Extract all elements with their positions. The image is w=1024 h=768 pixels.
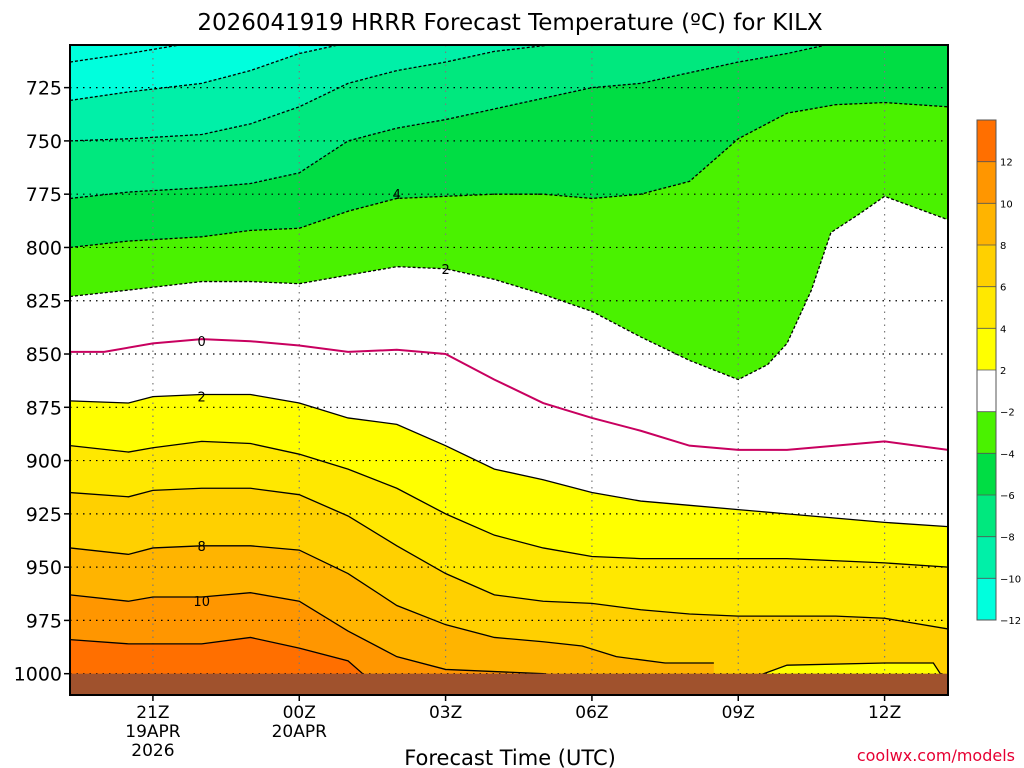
y-tick-label-750: 750: [26, 131, 62, 153]
x-tick-sublabel-2026: 2026: [131, 741, 174, 761]
colorbar-swatch--4: [977, 412, 996, 454]
contour-label-2: 2: [198, 391, 206, 406]
x-tick-sublabel-20APR: 20APR: [272, 722, 328, 742]
colorbar-swatch-10: [977, 162, 996, 204]
colorbar-label-3: 6: [1000, 283, 1006, 294]
x-tick-label-12Z: 12Z: [868, 703, 901, 723]
colorbar-swatch--8: [977, 495, 996, 537]
y-tick-label-875: 875: [26, 397, 62, 419]
y-tick-label-925: 925: [26, 504, 62, 526]
x-tick-label-00Z: 00Z: [283, 703, 316, 723]
x-axis-label: Forecast Time (UTC): [404, 746, 616, 768]
y-tick-label-975: 975: [26, 610, 62, 632]
colorbar-swatch--12: [977, 578, 996, 620]
colorbar-swatch-4: [977, 287, 996, 329]
colorbar-swatch--10: [977, 537, 996, 579]
contour-label-0: 0: [198, 335, 206, 350]
x-tick-sublabel-19APR: 19APR: [125, 722, 181, 742]
y-tick-label-850: 850: [26, 344, 62, 366]
x-tick-label-06Z: 06Z: [575, 703, 608, 723]
colorbar-label-11: −12: [1000, 616, 1021, 627]
colorbar-label-4: 4: [1000, 324, 1006, 335]
colorbar-label-8: −6: [1000, 491, 1015, 502]
colorbar-swatch-2: [977, 328, 996, 370]
colorbar-label-6: −2: [1000, 408, 1015, 419]
contour-label-8: 8: [198, 540, 206, 555]
contour-label-10: 10: [193, 595, 210, 610]
y-tick-label-725: 725: [26, 78, 62, 100]
colorbar-swatch-8: [977, 203, 996, 245]
temperature-bands: [30, 5, 988, 735]
y-tick-label-950: 950: [26, 557, 62, 579]
colorbar-swatch--6: [977, 453, 996, 495]
colorbar-swatch-12: [977, 120, 996, 162]
contour-label--4: 4: [393, 188, 401, 203]
colorbar-label-0: 12: [1000, 158, 1013, 169]
y-tick-label-800: 800: [26, 237, 62, 259]
colorbar-label-10: −10: [1000, 574, 1021, 585]
contour-label--2: 2: [441, 263, 449, 278]
colorbar-label-7: −4: [1000, 449, 1015, 460]
colorbar: 12 10 8 6 4 2 −2 −4 −6 −8 −10 −12: [977, 120, 1021, 627]
colorbar-swatch-6: [977, 245, 996, 287]
y-tick-label-1000: 1000: [14, 664, 62, 686]
watermark-text: coolwx.com/models: [857, 746, 1015, 765]
colorbar-label-2: 8: [1000, 241, 1006, 252]
x-tick-label-21Z: 21Z: [136, 703, 169, 723]
y-tick-label-775: 775: [26, 184, 62, 206]
chart-title: 2026041919 HRRR Forecast Temperature (ºC…: [197, 10, 823, 36]
colorbar-label-5: 2: [1000, 366, 1006, 377]
x-tick-label-03Z: 03Z: [429, 703, 462, 723]
y-tick-label-825: 825: [26, 291, 62, 313]
temperature-cross-section-chart: 2026041919 HRRR Forecast Temperature (ºC…: [0, 0, 1024, 768]
y-tick-label-900: 900: [26, 451, 62, 473]
ground-surface: [70, 674, 948, 695]
colorbar-label-9: −8: [1000, 533, 1015, 544]
x-tick-label-09Z: 09Z: [722, 703, 755, 723]
colorbar-label-1: 10: [1000, 199, 1013, 210]
colorbar-swatch--2: [977, 370, 996, 412]
y-axis: 725 750 775 800 825 850 875 900 925 950 975 1000: [14, 78, 70, 686]
